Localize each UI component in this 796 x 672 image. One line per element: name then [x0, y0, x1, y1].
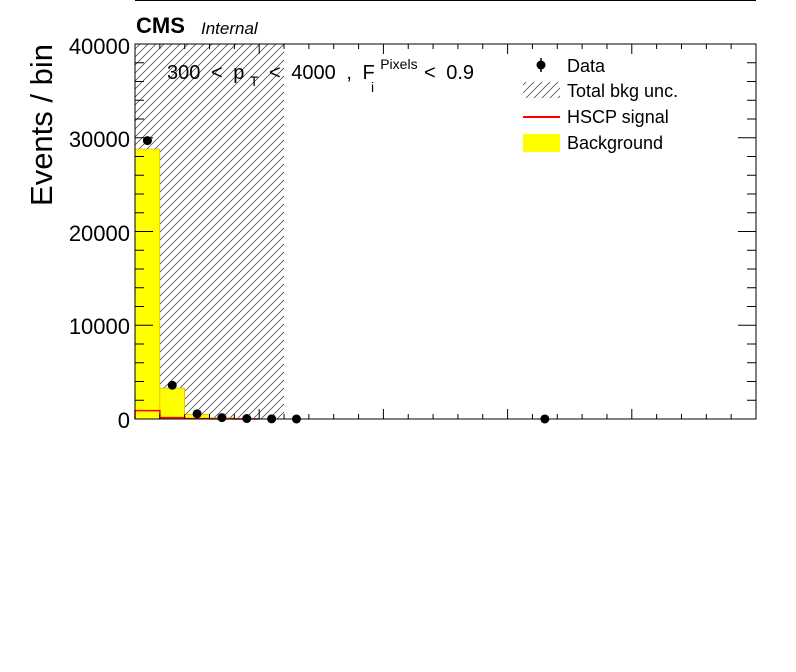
- unc-band-bin-3: [209, 44, 235, 419]
- legend-signal-label: HSCP signal: [567, 107, 669, 127]
- sel-var2: F: [362, 62, 374, 84]
- plot-frame: [134, 43, 757, 420]
- sel-cut: 0.9: [446, 62, 474, 84]
- y-tick-label-1: 10000: [69, 314, 130, 339]
- unc-band-bin-2: [184, 44, 210, 419]
- y-tick-label-0: 0: [118, 408, 130, 433]
- legend-data-label: Data: [567, 56, 606, 76]
- legend-entry-bkg: Background: [523, 133, 663, 153]
- internal-label: Internal: [201, 19, 259, 38]
- data-point-0: [142, 136, 152, 146]
- legend-unc-label: Total bkg unc.: [567, 81, 678, 101]
- sel-cut-group: < 0.9: [424, 62, 474, 84]
- sel-var2-sub: i: [371, 79, 374, 95]
- cms-label: CMS: [136, 13, 185, 38]
- sel-var-sub: T: [250, 73, 259, 89]
- sel-sep: ,: [346, 62, 352, 84]
- y-tick-label-2: 20000: [69, 221, 130, 246]
- legend-bkg-swatch: [523, 134, 560, 152]
- sel-var: p: [233, 62, 244, 84]
- legend-unc-swatch: [523, 82, 560, 98]
- y-axis-title: Events / bin: [24, 44, 59, 206]
- legend-entry-data: Data: [536, 56, 606, 76]
- sel-var2-sup: Pixels: [380, 56, 417, 72]
- unc-band-bin-4: [234, 44, 260, 419]
- y-tick-label-4: 40000: [69, 34, 130, 59]
- sel-op2: <: [269, 62, 281, 84]
- legend-entry-unc: Total bkg unc.: [523, 81, 678, 101]
- sel-high: 4000: [291, 62, 336, 84]
- unc-band-bin-1: [159, 44, 185, 419]
- data-point-1: [167, 380, 177, 390]
- sel-op1: <: [211, 62, 223, 84]
- legend-data-marker: [536, 60, 546, 70]
- y-tick-label-3: 30000: [69, 127, 130, 152]
- legend: Data Total bkg unc. HSCP signal Backgrou…: [523, 56, 678, 153]
- unc-band-bin-5: [259, 44, 285, 419]
- plot-area: [134, 44, 550, 424]
- data-point-3: [217, 413, 227, 423]
- sel-op3: <: [424, 62, 436, 84]
- y-tick-labels: 0 10000 20000 30000 40000: [69, 34, 130, 433]
- selection-label: 300 < p T < 4000 , F Pixels: [167, 56, 418, 91]
- legend-entry-signal: HSCP signal: [523, 107, 669, 127]
- sel-low: 300: [167, 62, 200, 84]
- legend-bkg-label: Background: [567, 133, 663, 153]
- background-bar-1: [159, 387, 185, 420]
- background-bar-0: [134, 148, 161, 420]
- data-point-2: [192, 409, 202, 419]
